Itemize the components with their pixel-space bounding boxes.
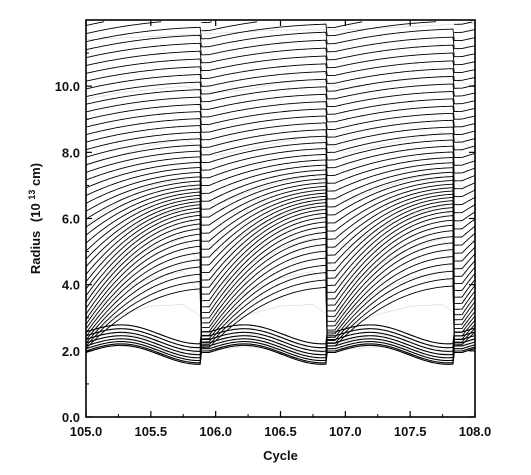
radius-curve bbox=[85, 215, 476, 303]
y-tick-label: 0.0 bbox=[62, 410, 80, 425]
radius-curve bbox=[85, 219, 476, 309]
radius-curve bbox=[85, 338, 476, 359]
x-tick-label: 106.5 bbox=[264, 424, 297, 439]
series-trace bbox=[85, 205, 476, 265]
radius-curve bbox=[85, 256, 476, 337]
radius-curve bbox=[85, 341, 476, 362]
series-trace bbox=[85, 132, 476, 166]
series-trace bbox=[85, 345, 476, 355]
series-trace bbox=[85, 238, 476, 299]
radius-curve bbox=[85, 75, 476, 98]
series-trace bbox=[85, 171, 476, 226]
radius-curve bbox=[85, 210, 476, 297]
radius-curve bbox=[85, 167, 476, 204]
radius-curve bbox=[85, 270, 476, 344]
radius-curve bbox=[85, 278, 476, 347]
radius-curve bbox=[85, 176, 476, 220]
series-trace bbox=[85, 76, 476, 100]
radius-curve bbox=[85, 83, 476, 105]
radius-curve bbox=[85, 196, 476, 268]
series-trace bbox=[85, 271, 476, 318]
radius-curve bbox=[85, 151, 476, 181]
radius-curve bbox=[85, 105, 476, 128]
radius-curve bbox=[85, 343, 476, 364]
series-trace bbox=[85, 23, 476, 41]
radius-curve bbox=[85, 68, 476, 90]
radius-curve bbox=[85, 162, 476, 196]
radius-curve bbox=[85, 52, 476, 74]
radius-curve bbox=[85, 242, 476, 330]
y-tick-label: 2.0 bbox=[62, 344, 80, 359]
radius-curve bbox=[85, 145, 476, 173]
radius-curve bbox=[85, 190, 476, 252]
y-tick-label: 4.0 bbox=[62, 278, 80, 293]
radius-curve bbox=[85, 91, 476, 113]
radius-curve bbox=[85, 236, 476, 325]
x-tick-label: 105.0 bbox=[70, 424, 103, 439]
radius-curve bbox=[85, 328, 476, 349]
radius-curve bbox=[85, 60, 476, 82]
radius-curve bbox=[85, 207, 476, 290]
y-tick-label: 8.0 bbox=[62, 145, 80, 160]
radius-curve bbox=[85, 200, 476, 275]
radius-curve bbox=[85, 249, 476, 334]
y-tick-label: 10.0 bbox=[55, 79, 80, 94]
radius-curve bbox=[85, 331, 476, 352]
radius-curve bbox=[85, 203, 476, 283]
y-axis-title-paren-open: (10 bbox=[28, 203, 43, 222]
radius-curve bbox=[85, 21, 212, 26]
radius-curve bbox=[85, 180, 476, 228]
y-tick-label: 6.0 bbox=[62, 212, 80, 227]
x-tick-label: 107.0 bbox=[329, 424, 362, 439]
radius-curve bbox=[85, 193, 476, 260]
radius-curve bbox=[85, 187, 476, 244]
radius-curve bbox=[85, 344, 476, 365]
radius-curve bbox=[85, 171, 476, 212]
radius-curve bbox=[85, 230, 476, 320]
radius-curve bbox=[85, 183, 476, 236]
x-tick-label: 107.5 bbox=[394, 424, 427, 439]
radius-curve bbox=[85, 157, 476, 189]
radius-curve bbox=[85, 263, 476, 341]
radius-curve bbox=[85, 36, 476, 59]
x-tick-label: 106.0 bbox=[199, 424, 232, 439]
x-axis-title: Cycle bbox=[263, 448, 298, 463]
radius-curve bbox=[85, 133, 476, 158]
y-axis-title-exponent: 13 bbox=[27, 190, 37, 200]
axis-ticks: 105.0 105.5 106.0 106.5 107.0 107.5 108.0 0.0 2.… bbox=[55, 20, 492, 439]
radius-curve bbox=[85, 324, 476, 345]
radius-curve bbox=[85, 98, 476, 120]
series-trace bbox=[85, 304, 476, 332]
radius-curve bbox=[85, 224, 476, 315]
radius-curve bbox=[85, 112, 476, 136]
series-trace bbox=[85, 332, 476, 352]
y-axis-title: Radius (10 13 cm) bbox=[27, 163, 43, 274]
x-tick-label: 108.0 bbox=[459, 424, 492, 439]
radius-curve bbox=[85, 139, 476, 166]
radius-curve bbox=[85, 28, 476, 51]
radius-curve bbox=[85, 21, 473, 35]
y-axis-title-unit: cm) bbox=[28, 163, 43, 186]
radius-curve bbox=[85, 335, 476, 356]
radius-curve bbox=[85, 21, 476, 43]
radius-curves bbox=[85, 21, 476, 365]
radius-curve bbox=[85, 126, 476, 151]
y-axis-title-main: Radius bbox=[28, 231, 43, 274]
radius-curve bbox=[85, 44, 476, 66]
radius-curve bbox=[85, 285, 476, 349]
x-tick-label: 105.5 bbox=[135, 424, 168, 439]
radius-curve bbox=[85, 119, 476, 143]
